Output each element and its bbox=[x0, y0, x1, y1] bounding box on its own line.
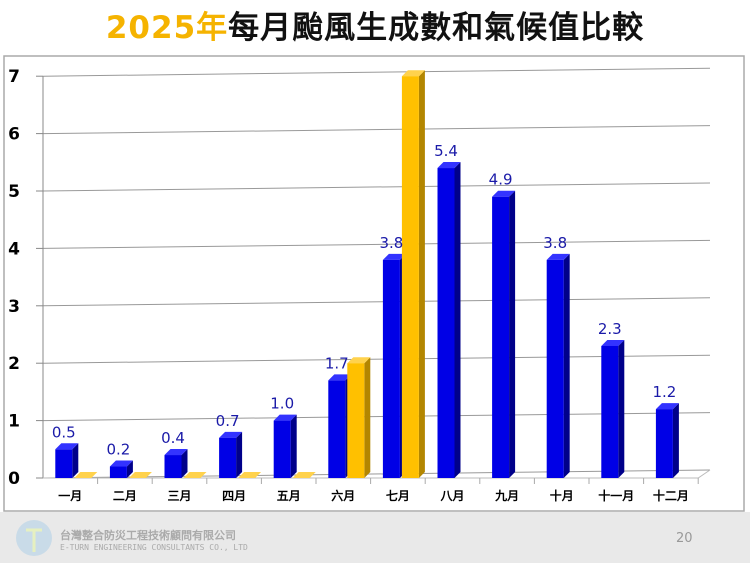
bar-side bbox=[72, 443, 79, 478]
x-tick-label: 三月 bbox=[167, 489, 191, 503]
bar-side bbox=[618, 339, 625, 478]
y-tick-label: 7 bbox=[8, 67, 20, 87]
data-label: 1.2 bbox=[652, 383, 676, 401]
bar-side bbox=[236, 431, 243, 478]
bar bbox=[273, 420, 291, 478]
x-tick-label: 十一月 bbox=[598, 488, 634, 503]
bar bbox=[109, 466, 127, 478]
y-tick-label: 6 bbox=[8, 125, 20, 145]
gridline bbox=[42, 297, 711, 307]
bar bbox=[601, 345, 619, 478]
gridline bbox=[42, 412, 711, 422]
gridline bbox=[42, 182, 711, 192]
bar-top bbox=[128, 472, 152, 478]
y-tick-label: 3 bbox=[8, 297, 20, 317]
bar bbox=[546, 259, 564, 478]
bar-side bbox=[126, 460, 133, 478]
bar-top bbox=[292, 472, 316, 478]
bar-top bbox=[655, 403, 679, 410]
bar bbox=[382, 259, 400, 478]
data-label: 0.5 bbox=[52, 423, 76, 441]
y-tick-label: 4 bbox=[8, 239, 20, 259]
bar-top bbox=[164, 449, 188, 456]
bar bbox=[164, 455, 182, 478]
title-text: 每月颱風生成數和氣候值比較 bbox=[228, 10, 645, 46]
x-tick-label: 十月 bbox=[550, 488, 574, 503]
bar-top bbox=[437, 162, 461, 169]
data-label: 0.4 bbox=[161, 429, 185, 447]
x-tick-label: 六月 bbox=[331, 488, 355, 503]
bar-side bbox=[454, 162, 461, 479]
bar-side bbox=[672, 403, 679, 478]
bar-side bbox=[364, 357, 371, 478]
bar-top bbox=[401, 70, 425, 77]
bar-side bbox=[509, 190, 516, 479]
bar-top bbox=[183, 472, 207, 478]
bar-top bbox=[109, 460, 133, 467]
y-tick-label: 5 bbox=[8, 182, 20, 202]
bar-top bbox=[546, 253, 570, 260]
bar bbox=[655, 409, 673, 478]
bar bbox=[437, 168, 455, 479]
bar-top bbox=[492, 190, 516, 197]
data-label: 1.7 bbox=[325, 354, 349, 372]
bar-side bbox=[181, 449, 188, 478]
data-label: 4.9 bbox=[489, 171, 513, 189]
x-tick-label: 八月 bbox=[439, 489, 464, 503]
data-label: 0.7 bbox=[216, 412, 240, 430]
bar-side bbox=[563, 253, 570, 478]
x-tick-label: 四月 bbox=[222, 489, 246, 503]
bar-side bbox=[418, 70, 425, 478]
y-tick-label: 0 bbox=[8, 469, 20, 489]
bar-top bbox=[601, 339, 625, 346]
bar-side bbox=[290, 414, 297, 478]
company-name: 台灣整合防災工程技術顧問有限公司 bbox=[60, 529, 236, 542]
footer bbox=[0, 512, 750, 563]
gridline bbox=[42, 67, 711, 77]
x-tick-label: 五月 bbox=[277, 489, 301, 503]
bar-top bbox=[219, 431, 243, 438]
data-label: 2.3 bbox=[598, 320, 622, 338]
bar-top bbox=[382, 253, 406, 260]
bar-top bbox=[273, 414, 297, 421]
y-tick-label: 2 bbox=[8, 354, 20, 374]
data-label: 1.0 bbox=[270, 395, 294, 413]
x-tick-label: 一月 bbox=[58, 489, 82, 503]
bar-top bbox=[238, 472, 262, 478]
gridline bbox=[42, 125, 711, 135]
bar-top bbox=[328, 374, 352, 381]
gridline bbox=[42, 354, 711, 364]
bar bbox=[492, 196, 510, 479]
company-logo-icon bbox=[16, 520, 52, 556]
slide-title: 2025年每月颱風生成數和氣候值比較 bbox=[0, 2, 750, 47]
x-tick-label: 九月 bbox=[494, 488, 519, 503]
company-name-en: E-TURN ENGINEERING CONSULTANTS CO., LTD bbox=[60, 543, 248, 552]
bar bbox=[401, 76, 419, 478]
bar-top bbox=[347, 357, 371, 364]
x-tick-label: 七月 bbox=[386, 489, 410, 503]
data-label: 3.8 bbox=[543, 234, 567, 252]
bar bbox=[347, 363, 365, 478]
data-label: 3.8 bbox=[379, 234, 403, 252]
bar-chart: 0 1 2 3 4 5 6 7 一月 0.5 二月 0.2 三月 0.4 四月 0.7 五月 1.0 六月 1.7 七月… bbox=[3, 55, 745, 512]
data-label: 0.2 bbox=[106, 441, 130, 459]
x-tick-label: 二月 bbox=[113, 489, 137, 503]
bar bbox=[55, 449, 73, 478]
bar-top bbox=[55, 443, 79, 450]
bar bbox=[328, 380, 346, 478]
data-label: 5.4 bbox=[434, 142, 458, 160]
y-tick-label: 1 bbox=[8, 412, 20, 432]
bar bbox=[219, 437, 237, 478]
bar-top bbox=[74, 472, 98, 478]
title-year: 2025年 bbox=[105, 10, 229, 46]
x-tick-label: 十二月 bbox=[653, 488, 689, 503]
page-number: 20 bbox=[676, 531, 693, 546]
gridline bbox=[42, 239, 711, 249]
gridline bbox=[42, 469, 711, 479]
